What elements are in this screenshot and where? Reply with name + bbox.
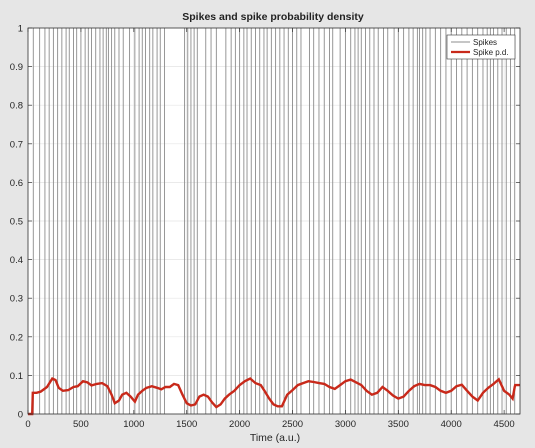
y-tick-label: 0 bbox=[18, 410, 23, 421]
y-tick-label: 0.7 bbox=[10, 139, 23, 150]
spikes-series bbox=[32, 28, 516, 414]
y-tick-label: 0.8 bbox=[10, 101, 23, 112]
legend: Spikes Spike p.d. bbox=[446, 34, 516, 60]
x-tick-label: 0 bbox=[25, 419, 30, 430]
x-tick-label: 2000 bbox=[229, 419, 250, 430]
y-tick-label: 0.3 bbox=[10, 294, 23, 305]
x-tick-label: 4000 bbox=[441, 419, 462, 430]
chart-title: Spikes and spike probability density bbox=[182, 11, 364, 23]
y-tick-label: 0.4 bbox=[10, 255, 23, 266]
x-tick-label: 2500 bbox=[282, 419, 303, 430]
axis-ticks bbox=[27, 27, 520, 415]
x-tick-label: 3500 bbox=[388, 419, 409, 430]
legend-label-spikes: Spikes bbox=[473, 38, 497, 47]
x-tick-label: 500 bbox=[73, 419, 89, 430]
x-tick-labels: 0 500 1000 1500 2000 2500 3000 3500 4000 4500 bbox=[25, 419, 514, 430]
y-tick-label: 0.2 bbox=[10, 332, 23, 343]
y-tick-label: 0.6 bbox=[10, 178, 23, 189]
y-tick-label: 0.5 bbox=[10, 217, 23, 228]
x-axis-label: Time (a.u.) bbox=[250, 432, 300, 444]
y-tick-labels: 0 0.1 0.2 0.3 0.4 0.5 0.6 0.7 0.8 0.9 1 bbox=[10, 24, 23, 421]
y-tick-label: 0.9 bbox=[10, 62, 23, 73]
x-tick-label: 4500 bbox=[494, 419, 515, 430]
x-tick-label: 3000 bbox=[335, 419, 356, 430]
legend-box bbox=[446, 34, 516, 60]
spike-pd-line bbox=[28, 376, 520, 416]
x-tick-label: 1500 bbox=[176, 419, 197, 430]
x-tick-label: 1000 bbox=[123, 419, 144, 430]
y-tick-label: 1 bbox=[18, 24, 23, 35]
legend-label-spike-pd: Spike p.d. bbox=[473, 48, 509, 57]
y-tick-label: 0.1 bbox=[10, 371, 23, 382]
